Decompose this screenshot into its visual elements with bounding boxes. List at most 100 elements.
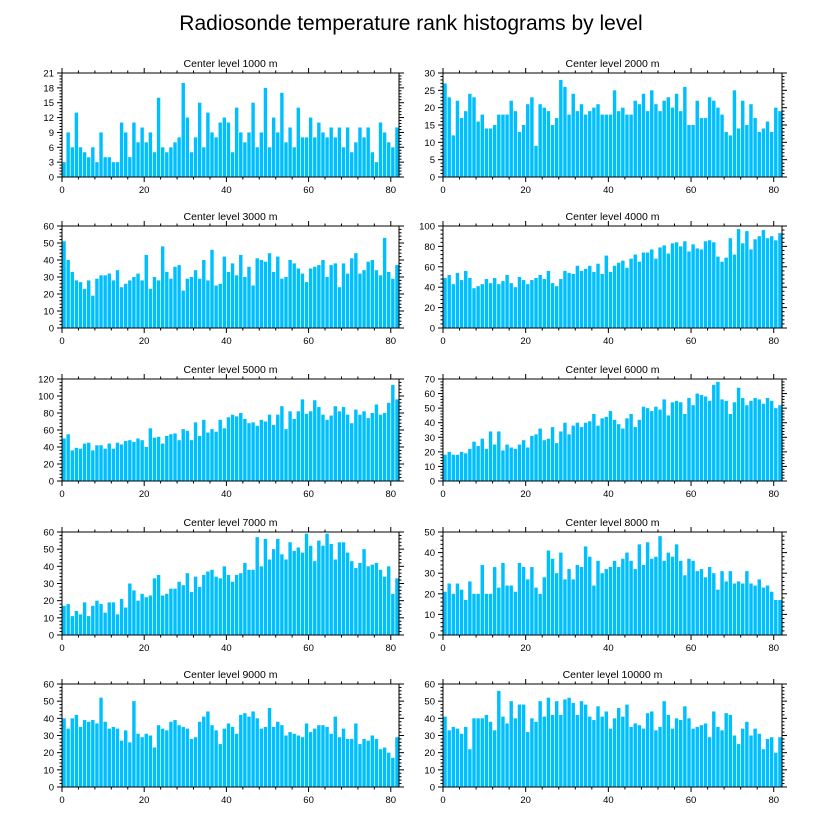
bar <box>169 721 173 787</box>
bar <box>513 111 518 177</box>
bar <box>774 408 778 481</box>
bar <box>749 400 753 481</box>
bar <box>210 569 214 635</box>
bar <box>695 100 699 177</box>
bar <box>546 550 551 635</box>
bar <box>505 585 509 635</box>
bar <box>633 723 637 787</box>
bar <box>382 576 387 635</box>
bar <box>66 434 70 481</box>
bar <box>333 137 337 177</box>
bar <box>488 721 493 787</box>
bar <box>243 142 247 177</box>
bar <box>641 728 646 787</box>
bar <box>210 429 214 481</box>
bar <box>99 604 103 635</box>
x-tick-label: 80 <box>768 643 779 654</box>
bar <box>550 283 555 328</box>
y-tick-label: 0 <box>49 477 54 488</box>
bar-series <box>443 690 782 787</box>
bar <box>674 400 679 481</box>
bar <box>707 567 712 635</box>
bar <box>724 257 728 328</box>
panel-2: Center level 2000 m 0 5 10 15 20 25 30 0 20 40 60 80 <box>424 58 787 196</box>
bar <box>87 442 91 481</box>
bar <box>263 726 268 787</box>
bar <box>476 718 480 787</box>
bar <box>741 100 745 177</box>
y-tick-label: 40 <box>43 562 54 573</box>
bar <box>239 254 243 328</box>
bar <box>358 273 362 328</box>
bar <box>600 114 604 177</box>
bar-series <box>62 533 399 635</box>
bar <box>546 270 551 328</box>
bar <box>757 399 761 481</box>
bar <box>169 147 173 177</box>
bar <box>629 726 633 787</box>
bar <box>720 571 724 635</box>
bar <box>259 132 264 177</box>
bar <box>308 268 313 328</box>
bar <box>115 728 120 787</box>
bar <box>567 114 571 177</box>
bar <box>230 263 235 328</box>
bar <box>317 725 321 787</box>
x-tick-label: 60 <box>686 643 697 654</box>
bar <box>103 275 107 328</box>
bar <box>78 282 83 328</box>
bar <box>276 538 280 635</box>
bar <box>526 732 530 787</box>
bar <box>650 411 654 481</box>
bar <box>350 258 354 328</box>
bar <box>267 708 272 787</box>
bar <box>78 614 83 635</box>
bar <box>645 111 650 177</box>
bar <box>362 270 366 328</box>
bar <box>542 279 546 328</box>
bar <box>156 280 161 328</box>
bar <box>193 737 198 787</box>
bar <box>554 701 559 787</box>
y-tick-label: 21 <box>43 69 54 80</box>
bar <box>699 118 704 177</box>
bar <box>505 114 509 177</box>
bar <box>239 714 243 787</box>
bar <box>115 442 120 481</box>
bar <box>480 564 484 635</box>
bar <box>521 125 526 177</box>
bar <box>484 128 489 177</box>
bar <box>579 104 584 177</box>
bar <box>476 286 480 328</box>
bar <box>226 417 231 481</box>
bar <box>354 723 358 787</box>
bar <box>234 416 239 481</box>
bar <box>600 573 604 635</box>
bar <box>521 440 526 481</box>
bar <box>271 117 276 177</box>
bar <box>550 427 555 481</box>
bar <box>538 274 542 328</box>
bar <box>616 111 621 177</box>
bar <box>687 718 691 787</box>
bar <box>550 558 555 635</box>
y-tick-label: 20 <box>424 303 435 314</box>
x-tick-label: 80 <box>768 185 779 196</box>
bar <box>761 749 766 787</box>
bar <box>222 728 227 787</box>
bar <box>654 104 658 177</box>
bar <box>337 737 342 787</box>
bar <box>509 283 513 328</box>
bar <box>243 562 247 635</box>
bar <box>382 747 387 787</box>
bar <box>165 271 169 328</box>
bar <box>226 271 231 328</box>
y-tick-label: 10 <box>43 765 54 776</box>
bar <box>296 735 301 787</box>
bar <box>571 702 575 787</box>
bar <box>378 414 383 481</box>
bar <box>757 579 761 635</box>
bar <box>304 137 309 177</box>
x-tick-label: 40 <box>221 336 232 347</box>
